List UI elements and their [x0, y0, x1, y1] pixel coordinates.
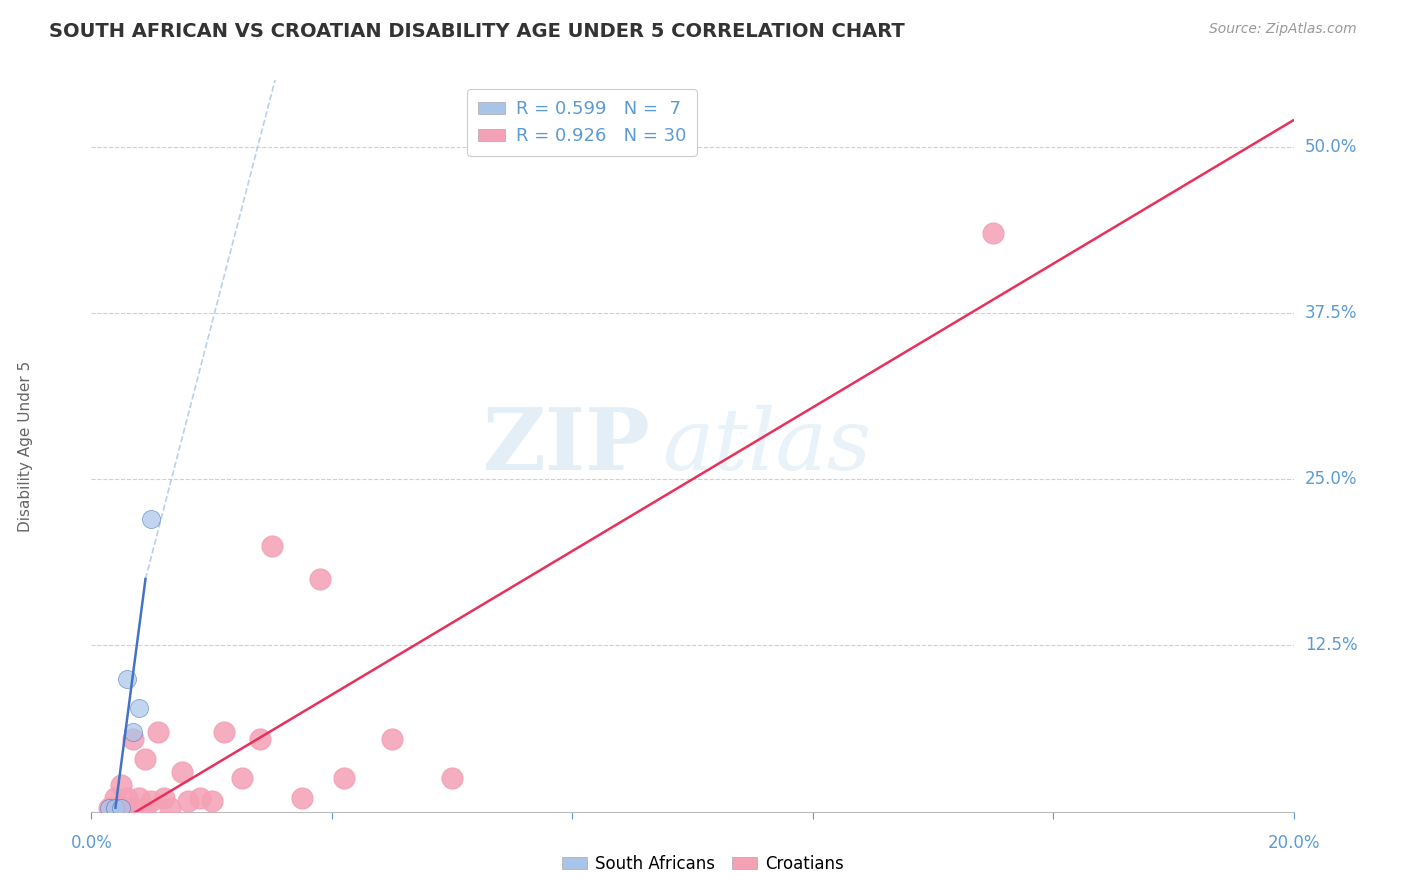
Text: Source: ZipAtlas.com: Source: ZipAtlas.com: [1209, 22, 1357, 37]
Point: [333, 772, 356, 786]
Text: atlas: atlas: [662, 405, 872, 487]
Point: [249, 731, 271, 746]
Point: [117, 672, 139, 686]
Point: [176, 794, 198, 808]
Point: [122, 801, 145, 815]
Point: [141, 512, 163, 526]
Text: 12.5%: 12.5%: [1305, 637, 1357, 655]
Legend: South Africans, Croatians: South Africans, Croatians: [555, 848, 851, 880]
Point: [134, 801, 156, 815]
Point: [141, 794, 163, 808]
Point: [122, 725, 145, 739]
Point: [381, 731, 404, 746]
Point: [104, 791, 127, 805]
Text: 20.0%: 20.0%: [1267, 834, 1320, 852]
Point: [152, 791, 174, 805]
Text: 0.0%: 0.0%: [70, 834, 112, 852]
Point: [201, 794, 224, 808]
Point: [170, 764, 193, 779]
Point: [134, 751, 156, 765]
Point: [110, 778, 132, 792]
Point: [98, 801, 121, 815]
Point: [440, 772, 463, 786]
Text: 25.0%: 25.0%: [1305, 470, 1357, 488]
Point: [117, 801, 139, 815]
Point: [110, 801, 132, 815]
Point: [117, 791, 139, 805]
Point: [128, 791, 150, 805]
Point: [212, 725, 235, 739]
Point: [146, 725, 169, 739]
Point: [128, 701, 150, 715]
Point: [981, 226, 1004, 240]
Point: [188, 791, 211, 805]
Point: [308, 572, 330, 586]
Text: ZIP: ZIP: [482, 404, 651, 488]
Text: 50.0%: 50.0%: [1305, 137, 1357, 156]
Point: [122, 731, 145, 746]
Text: SOUTH AFRICAN VS CROATIAN DISABILITY AGE UNDER 5 CORRELATION CHART: SOUTH AFRICAN VS CROATIAN DISABILITY AGE…: [49, 22, 905, 41]
Point: [260, 539, 283, 553]
Point: [104, 801, 127, 815]
Point: [231, 772, 253, 786]
Point: [291, 791, 314, 805]
Point: [110, 801, 132, 815]
Text: 37.5%: 37.5%: [1305, 304, 1357, 322]
Point: [104, 801, 127, 815]
Point: [159, 801, 181, 815]
Text: Disability Age Under 5: Disability Age Under 5: [18, 360, 32, 532]
Point: [98, 801, 121, 815]
Legend: R = 0.599   N =  7, R = 0.926   N = 30: R = 0.599 N = 7, R = 0.926 N = 30: [467, 89, 697, 156]
